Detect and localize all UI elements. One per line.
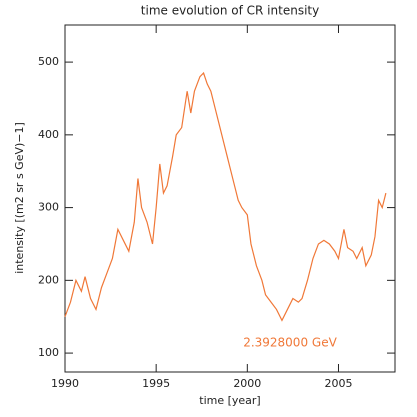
y-tick-label: 400	[38, 128, 59, 141]
plot-frame	[64, 24, 396, 373]
y-tick-label: 200	[38, 273, 59, 286]
x-tick-label: 2005	[324, 377, 352, 390]
data-line	[64, 71, 387, 322]
y-tick-label: 300	[38, 201, 59, 214]
y-tick-label: 100	[38, 346, 59, 359]
x-axis-label: time [year]	[199, 394, 260, 407]
x-tick-label: 2000	[233, 377, 261, 390]
x-tick-label: 1990	[51, 377, 79, 390]
x-tick-label: 1995	[142, 377, 170, 390]
y-tick-label: 500	[38, 55, 59, 68]
annotation: 2.3928000 GeV	[243, 336, 337, 350]
chart-title: time evolution of CR intensity	[141, 4, 319, 18]
y-axis-label: intensity [(m2 sr s GeV)−1]	[13, 122, 26, 274]
